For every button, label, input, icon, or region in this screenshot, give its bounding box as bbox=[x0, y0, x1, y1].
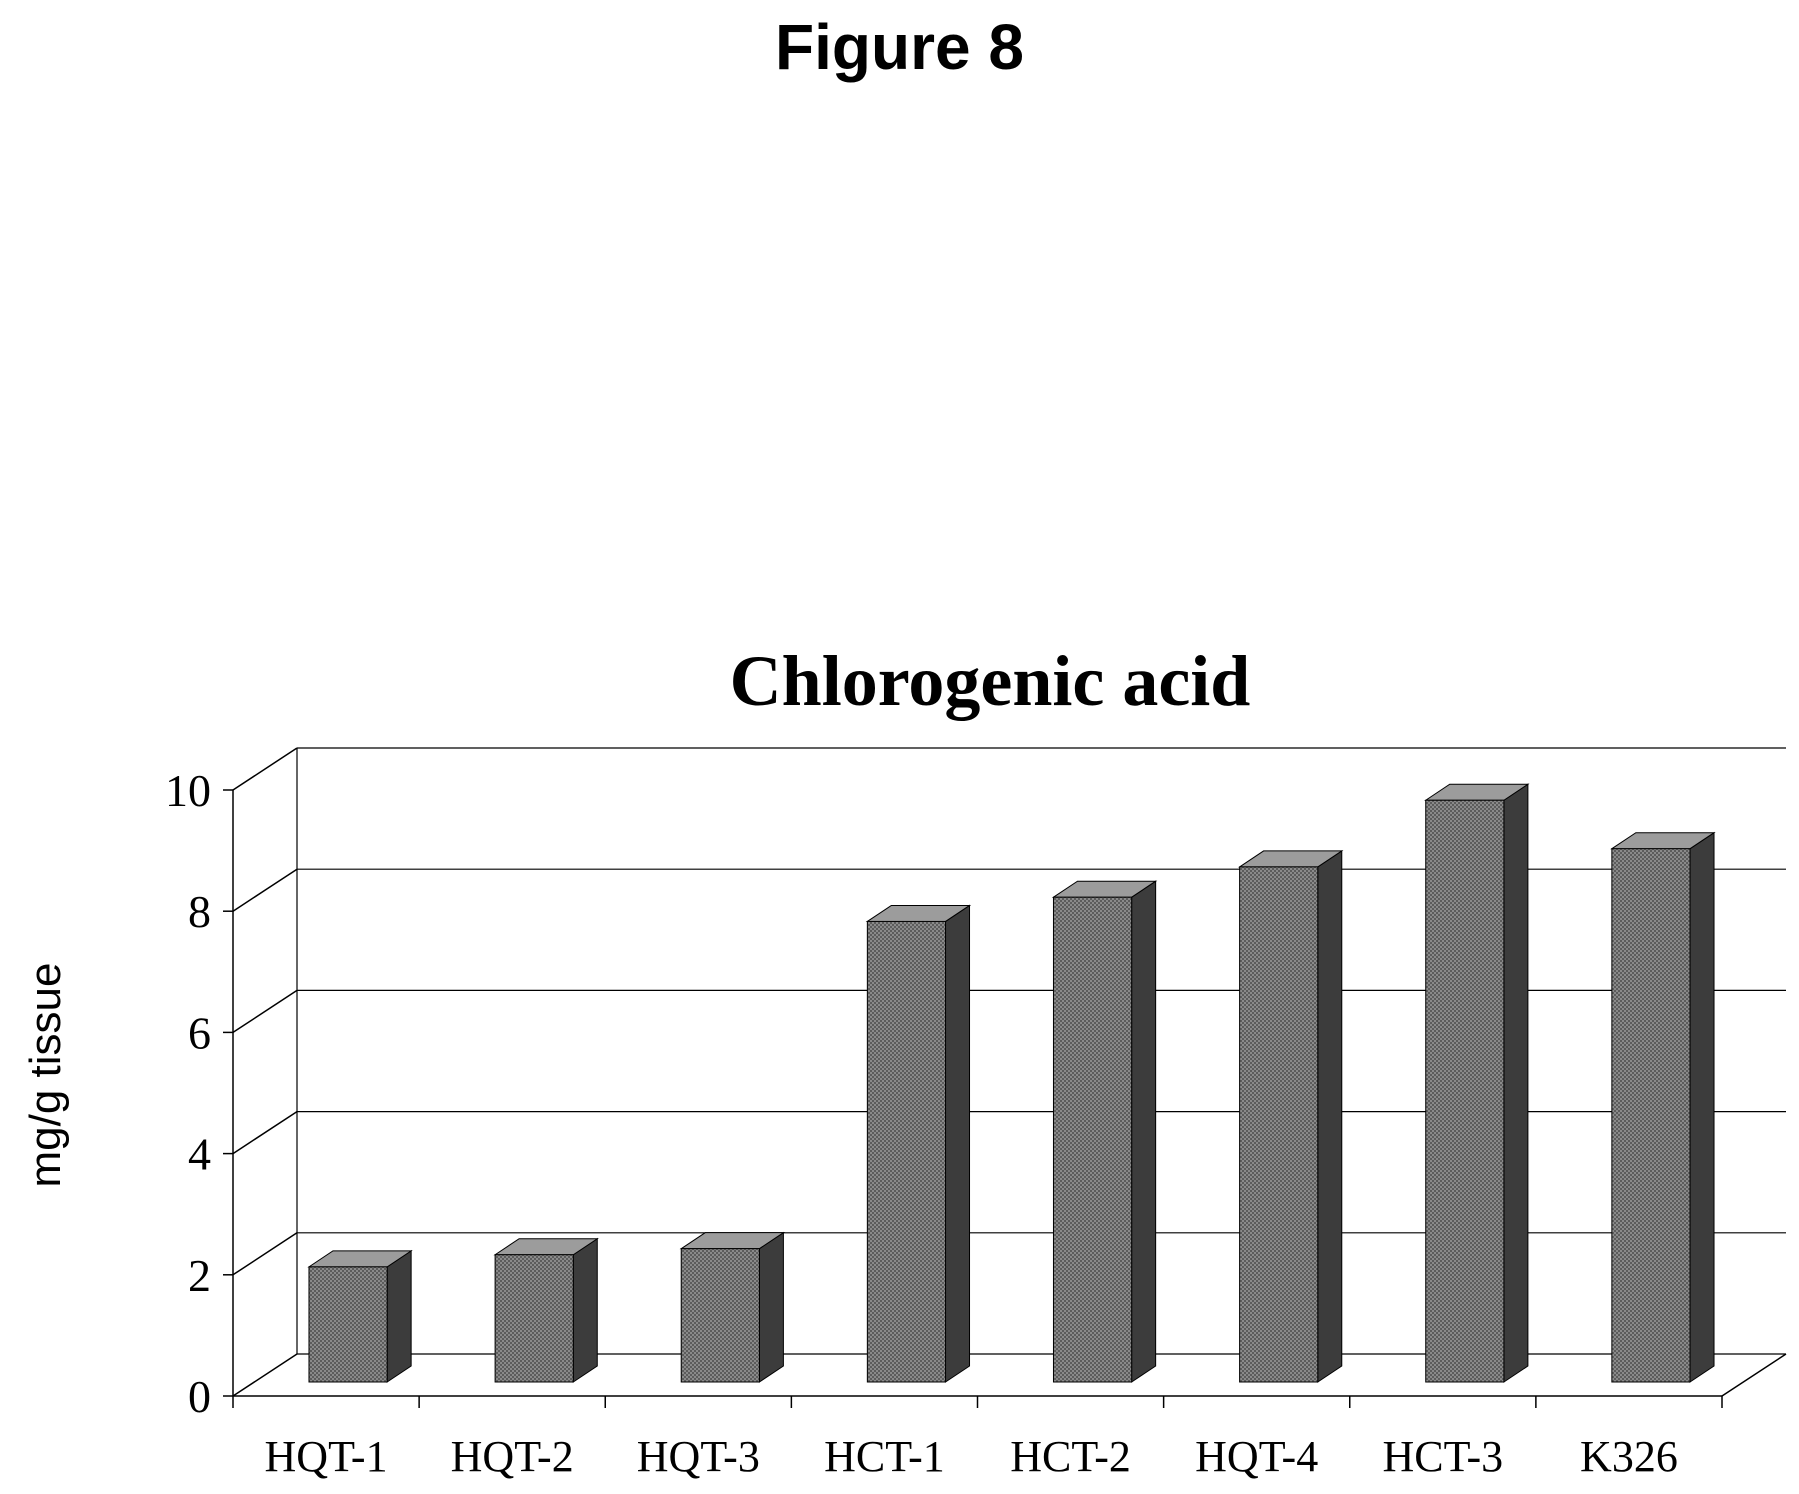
y-tick-label: 2 bbox=[188, 1250, 211, 1301]
x-tick-labels: HQT-1 HQT-2 HQT-3 HCT-1 HCT-2 HQT-4 HCT-3 K326 bbox=[265, 1432, 1678, 1481]
bar-hqt-3 bbox=[679, 1231, 786, 1383]
y-tick-label: 8 bbox=[188, 886, 211, 937]
gridlines bbox=[223, 747, 1787, 1408]
bar-front bbox=[308, 1266, 388, 1383]
gridline-side bbox=[232, 1232, 298, 1276]
x-tick-label: HQT-3 bbox=[637, 1432, 760, 1481]
bar-front bbox=[680, 1248, 760, 1383]
y-tick-label: 10 bbox=[165, 765, 211, 816]
bar-front bbox=[494, 1254, 574, 1383]
bar-side bbox=[945, 904, 971, 1383]
x-tick-label: HCT-2 bbox=[1010, 1432, 1131, 1481]
y-tick-labels: 0 2 4 6 8 10 bbox=[165, 765, 211, 1422]
y-tick-label: 4 bbox=[188, 1129, 211, 1180]
bar-hqt-2 bbox=[493, 1237, 599, 1383]
bar-front bbox=[1611, 848, 1691, 1383]
bar-front bbox=[1425, 799, 1505, 1383]
bar-hqt-4 bbox=[1237, 849, 1344, 1383]
x-tick-label: HCT-3 bbox=[1383, 1432, 1504, 1481]
gridline-side bbox=[232, 1353, 298, 1397]
bar-side bbox=[1131, 880, 1157, 1383]
gridline-side bbox=[232, 747, 298, 791]
bar-hqt-1 bbox=[307, 1249, 413, 1383]
bar-side bbox=[1689, 831, 1715, 1383]
x-tick-label: HCT-1 bbox=[824, 1432, 945, 1481]
bar-k326 bbox=[1610, 831, 1716, 1383]
gridline-side bbox=[232, 989, 298, 1034]
y-axis-label: mg/g tissue bbox=[21, 963, 70, 1188]
x-tick-label: HQT-2 bbox=[451, 1432, 574, 1481]
bar-side bbox=[386, 1249, 412, 1383]
bar-side bbox=[572, 1237, 598, 1383]
bar-side bbox=[1503, 783, 1529, 1383]
x-tick-label: HQT-1 bbox=[265, 1432, 388, 1481]
x-tick-label: HQT-4 bbox=[1195, 1432, 1318, 1481]
bar-hct-3 bbox=[1424, 783, 1530, 1383]
bar-front bbox=[866, 920, 947, 1383]
bar-front bbox=[1239, 866, 1319, 1383]
floor-right-edge bbox=[1721, 1353, 1787, 1397]
y-tick-label: 0 bbox=[188, 1371, 211, 1422]
bar-hct-2 bbox=[1051, 880, 1158, 1383]
gridline-side bbox=[232, 1110, 298, 1155]
bars bbox=[307, 783, 1716, 1383]
bar-side bbox=[758, 1231, 784, 1383]
x-tick-label: K326 bbox=[1580, 1432, 1678, 1481]
bar-front bbox=[1052, 896, 1133, 1383]
y-tick-label: 6 bbox=[188, 1007, 211, 1058]
figure-label: Figure 8 bbox=[775, 11, 1024, 83]
chart-title: Chlorogenic acid bbox=[730, 641, 1251, 721]
bar-hct-1 bbox=[865, 904, 972, 1383]
gridline-side bbox=[232, 868, 298, 912]
bar-side bbox=[1317, 849, 1343, 1383]
